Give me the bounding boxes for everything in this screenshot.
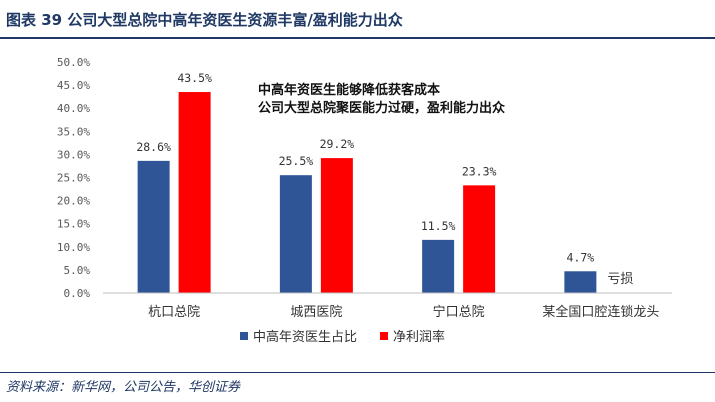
y-tick-label: 20.0%	[57, 195, 90, 208]
bar	[137, 160, 170, 293]
legend-label: 中高年资医生占比	[253, 329, 357, 345]
y-tick-label: 25.0%	[57, 172, 90, 185]
source-note: 资料来源：新华网，公司公告，华创证券	[6, 380, 241, 395]
bar	[463, 185, 496, 293]
legend-swatch	[240, 332, 248, 340]
y-tick-label: 45.0%	[57, 79, 90, 92]
y-tick-label: 50.0%	[57, 56, 90, 69]
loss-note: 亏损	[607, 272, 633, 287]
x-axis: 杭口总院 城西医院 宁口总院 某全国口腔连锁龙头	[103, 292, 672, 320]
annotation-line-1: 中高年资医生能够降低获客成本	[258, 82, 440, 98]
data-label: 28.6%	[136, 140, 171, 154]
bar	[422, 239, 455, 293]
y-axis: 0.0% 5.0% 10.0% 15.0% 20.0% 25.0% 30.0% 35.0% 40…	[57, 56, 90, 300]
y-tick-label: 5.0%	[64, 264, 91, 277]
legend-label: 净利润率	[393, 329, 445, 345]
annotation-line-2: 公司大型总院聚医能力过硬，盈利能力出众	[258, 100, 505, 116]
bar	[564, 271, 597, 293]
bar	[178, 92, 211, 293]
x-category-label: 杭口总院	[148, 305, 200, 320]
x-category-label: 城西医院	[290, 305, 342, 320]
bar	[279, 175, 312, 293]
x-category-label: 某全国口腔连锁龙头	[542, 304, 659, 320]
y-tick-label: 40.0%	[57, 102, 90, 115]
y-tick-label: 10.0%	[57, 241, 90, 254]
x-category-label: 宁口总院	[433, 304, 485, 320]
y-tick-label: 0.0%	[64, 287, 91, 300]
data-label: 23.3%	[462, 164, 497, 178]
source-rule	[0, 372, 715, 373]
bars: 28.6% 43.5% 25.5% 29.2% 11.5% 23.3% 4.7% 亏损	[136, 71, 633, 293]
data-label: 4.7%	[567, 250, 595, 264]
data-label: 43.5%	[177, 71, 212, 85]
y-tick-label: 35.0%	[57, 125, 90, 138]
legend: 中高年资医生占比 净利润率	[240, 329, 445, 345]
legend-swatch	[380, 332, 388, 340]
bar	[320, 158, 353, 293]
y-tick-label: 15.0%	[57, 218, 90, 231]
figure-title: 图表 39 公司大型总院中高年资医生资源丰富/盈利能力出众	[6, 11, 403, 29]
data-label: 25.5%	[279, 154, 314, 168]
data-label: 29.2%	[320, 137, 355, 151]
data-label: 11.5%	[421, 219, 456, 233]
title-rule	[0, 37, 715, 39]
y-tick-label: 30.0%	[57, 148, 90, 161]
